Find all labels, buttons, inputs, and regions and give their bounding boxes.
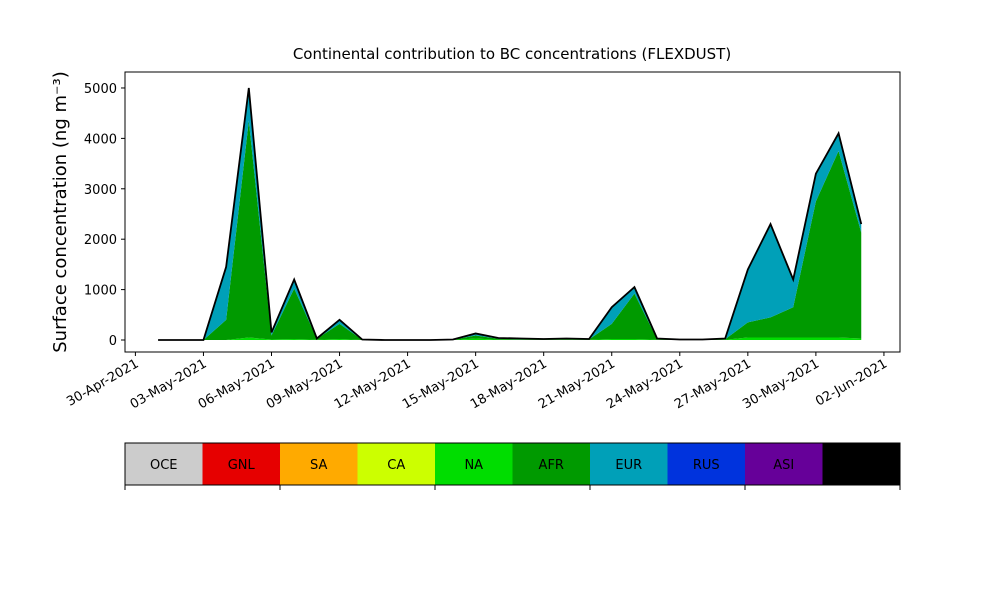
area [158,337,862,341]
y-tick-label: 1000 [84,284,117,299]
colorbar-label: RUS [693,458,720,473]
chart-title: Continental contribution to BC concentra… [293,45,731,63]
area [158,120,862,341]
y-tick-label: 2000 [84,233,117,248]
y-axis-label: Surface concentration (ng m⁻³) [50,71,71,353]
colorbar-cell [435,443,513,485]
colorbar-label: AFR [539,458,564,473]
colorbar-label: EUR [615,458,642,473]
colorbar-label: ASI [773,458,794,473]
y-tick-label: 3000 [84,183,117,198]
colorbar-label: AUS [848,458,875,473]
colorbar-cell [202,443,280,485]
colorbar-cell [125,443,203,485]
colorbar-label: SA [310,458,327,473]
y-tick-label: 4000 [84,132,117,147]
y-tick-label: 0 [109,334,117,349]
total-outline [158,87,863,341]
colorbar-cell [667,443,745,485]
colorbar-cell [745,443,823,485]
y-tick-label: 5000 [84,82,117,97]
colorbar-cell [590,443,668,485]
colorbar-cell [280,443,358,485]
colorbar-cell [512,443,590,485]
colorbar-cell [822,443,900,485]
colorbar-frame [124,442,901,486]
colorbar-cell [357,443,435,485]
colorbar-label: CA [387,458,405,473]
colorbar-label: OCE [150,458,178,473]
colorbar-label: NA [464,458,483,473]
colorbar-label: GNL [228,458,256,473]
plot-frame [124,71,901,353]
